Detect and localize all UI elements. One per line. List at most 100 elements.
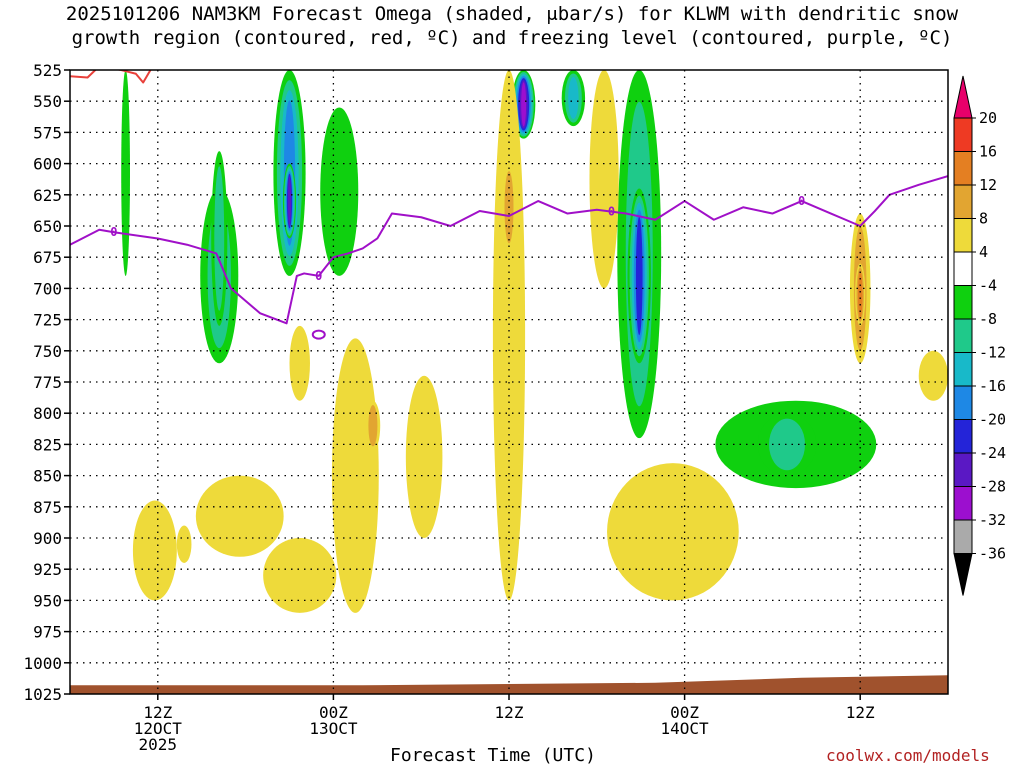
colorbar-box-1: [953, 151, 973, 186]
x-tick-label-3-1: 14OCT: [661, 719, 710, 738]
contours: 0 0 0 0: [70, 70, 948, 340]
y-tick-label-625: 625: [33, 186, 62, 205]
colorbar-box-7: [953, 352, 973, 387]
colorbar-label-13: -36: [979, 545, 1006, 563]
colorbar-top-arrow: [953, 75, 973, 119]
omega-feature-18-level-1: [368, 405, 378, 447]
omega-feature-7-level-2: [568, 77, 579, 120]
colorbar: 20 16 12 8 4 -4 -8 -12 -16 -20 -24 -28 -32 -36: [953, 75, 1006, 596]
omega-feature-11-level-1: [769, 418, 806, 471]
y-tick-label-675: 675: [33, 248, 62, 267]
chart-title: 2025101206 NAM3KM Forecast Omega (shaded…: [0, 2, 1024, 50]
colorbar-label-8: -16: [979, 377, 1006, 395]
colorbar-label-3: 8: [979, 210, 988, 228]
colorbar-box-3: [953, 218, 973, 253]
colorbar-box-12: [953, 519, 973, 554]
omega-feature-12-level-0: [132, 500, 177, 601]
omega-feature-13-level-0: [176, 525, 192, 563]
freezing-level-label-2: 0: [608, 205, 615, 219]
colorbar-label-12: -32: [979, 511, 1006, 529]
y-tick-label-925: 925: [33, 560, 62, 579]
omega-feature-9-level-4: [635, 216, 643, 336]
colorbar-box-4: [953, 251, 973, 286]
grid-lines: [70, 70, 948, 694]
x-tick-label-0-1: 12OCT: [134, 719, 183, 738]
x-tick-label-3-0: 00Z: [670, 703, 699, 722]
y-tick-label-750: 750: [33, 342, 62, 361]
omega-feature-15-level-0: [289, 325, 310, 401]
credit-link[interactable]: coolwx.com/models: [826, 746, 990, 765]
omega-feature-23-level-0: [607, 463, 739, 601]
omega-feature-22-level-0: [589, 70, 619, 289]
y-tick-label-825: 825: [33, 435, 62, 454]
omega-feature-19-level-0: [405, 375, 443, 538]
colorbar-label-7: -12: [979, 344, 1006, 362]
colorbar-box-5: [953, 285, 973, 320]
title-line-1: 2025101206 NAM3KM Forecast Omega (shaded…: [65, 3, 959, 25]
omega-feature-6-level-6: [521, 82, 527, 127]
terrain-fill: [70, 675, 948, 694]
x-tick-label-4-0: 12Z: [846, 703, 875, 722]
omega-feature-26-level-0: [918, 350, 948, 401]
colorbar-box-8: [953, 385, 973, 420]
x-tick-label-1-1: 13OCT: [309, 719, 358, 738]
colorbar-label-5: -4: [979, 277, 997, 295]
colorbar-label-2: 12: [979, 176, 997, 194]
colorbar-label-9: -20: [979, 411, 1006, 429]
y-tick-label-900: 900: [33, 529, 62, 548]
colorbar-box-11: [953, 486, 973, 521]
freezing-level-label-1: 0: [315, 269, 322, 283]
y-tick-label-550: 550: [33, 92, 62, 111]
title-line-2: growth region (contoured, red, ºC) and f…: [71, 27, 953, 49]
freezing-level-label-0: 0: [110, 225, 117, 239]
colorbar-bottom-arrow: [953, 553, 973, 596]
omega-feature-14-level-0: [195, 475, 284, 557]
x-tick-label-0-0: 12Z: [143, 703, 172, 722]
y-tick-label-575: 575: [33, 123, 62, 142]
y-tick-label-650: 650: [33, 217, 62, 236]
colorbar-label-1: 16: [979, 143, 997, 161]
x-tick-label-1-0: 00Z: [319, 703, 348, 722]
freezing-level-closed-contour: [311, 329, 326, 340]
colorbar-label-6: -8: [979, 310, 997, 328]
x-tick-label-0-2: 2025: [139, 735, 178, 754]
omega-feature-4-level-5: [287, 176, 292, 226]
omega-feature-17-level-0: [331, 338, 379, 613]
omega-shading: [121, 70, 948, 613]
omega-feature-2-level-1: [214, 166, 225, 311]
y-tick-label-850: 850: [33, 467, 62, 486]
y-tick-label-525: 525: [33, 61, 62, 80]
freezing-level-label-3: 0: [798, 194, 805, 208]
colorbar-box-2: [953, 184, 973, 219]
freezing-level-contour: [70, 175, 948, 325]
omega-feature-5-level-0: [320, 107, 359, 276]
omega-feature-16-level-0: [263, 538, 337, 613]
colorbar-label-11: -28: [979, 478, 1006, 496]
colorbar-box-10: [953, 452, 973, 487]
y-tick-label-600: 600: [33, 155, 62, 174]
colorbar-label-4: 4: [979, 243, 988, 261]
y-tick-label-800: 800: [33, 404, 62, 423]
x-tick-label-2-0: 12Z: [495, 703, 524, 722]
x-axis-title: Forecast Time (UTC): [390, 745, 596, 766]
colorbar-box-6: [953, 318, 973, 353]
y-tick-label-1025: 1025: [23, 685, 62, 704]
y-tick-label-975: 975: [33, 623, 62, 642]
dendritic-zone-contour: [70, 70, 152, 84]
colorbar-label-0: 20: [979, 109, 997, 127]
y-tick-label-950: 950: [33, 591, 62, 610]
y-tick-label-700: 700: [33, 279, 62, 298]
y-tick-label-725: 725: [33, 311, 62, 330]
omega-feature-20-level-0: [492, 70, 526, 601]
y-tick-label-775: 775: [33, 373, 62, 392]
y-axis: 525 550 575 600 625 650 675 700 725 750 775 800 825 8…: [23, 61, 70, 704]
y-tick-label-875: 875: [33, 498, 62, 517]
colorbar-box-0: [953, 117, 973, 152]
y-tick-label-1000: 1000: [23, 654, 62, 673]
colorbar-box-9: [953, 419, 973, 454]
terrain-area: [70, 675, 948, 694]
omega-feature-0-level-0: [121, 70, 130, 276]
omega-feature-25-level-2: [857, 271, 863, 319]
